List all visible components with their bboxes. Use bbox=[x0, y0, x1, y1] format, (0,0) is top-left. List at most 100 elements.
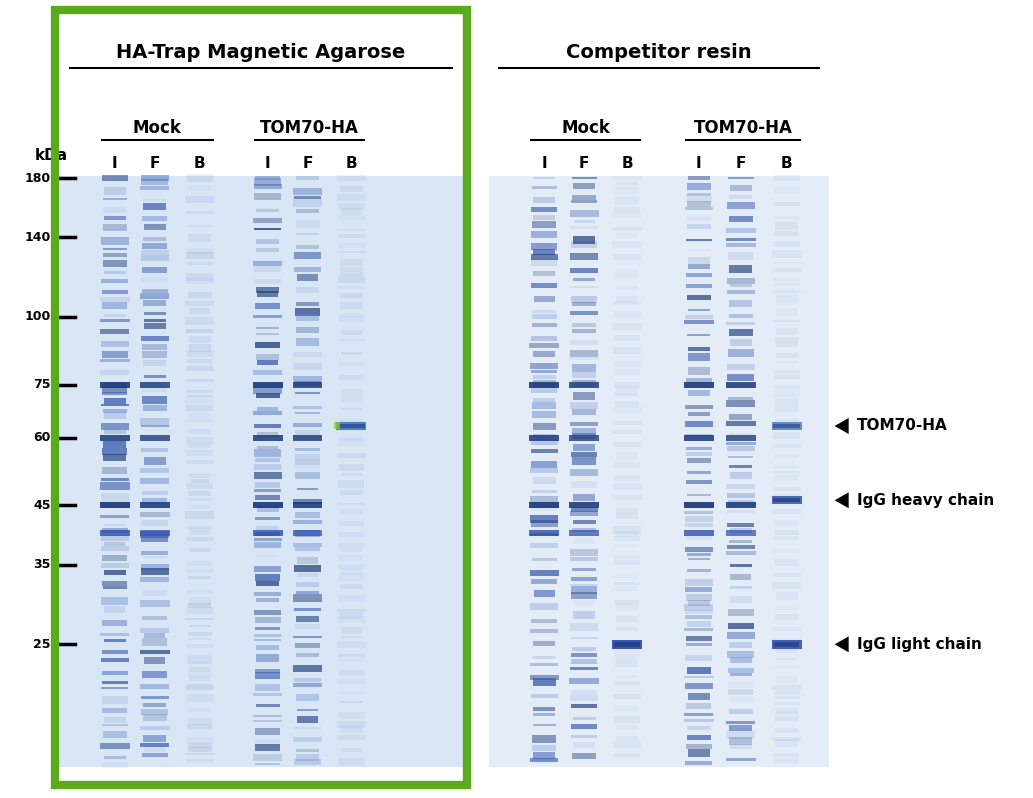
Bar bbox=[688, 389, 710, 397]
Bar bbox=[616, 706, 638, 711]
Bar bbox=[255, 176, 280, 180]
Bar bbox=[293, 200, 321, 207]
Bar bbox=[144, 703, 166, 706]
Bar bbox=[532, 314, 557, 319]
Bar bbox=[337, 692, 366, 694]
Bar bbox=[101, 658, 129, 662]
Bar bbox=[531, 258, 558, 266]
Bar bbox=[254, 178, 281, 186]
Bar bbox=[144, 236, 166, 242]
Bar bbox=[337, 610, 366, 612]
Bar bbox=[293, 543, 322, 547]
Bar bbox=[688, 558, 710, 559]
Bar bbox=[293, 363, 321, 370]
Bar bbox=[685, 523, 713, 527]
Bar bbox=[341, 394, 362, 402]
Bar bbox=[686, 636, 712, 641]
Bar bbox=[295, 233, 319, 235]
Bar bbox=[339, 564, 365, 569]
Bar bbox=[255, 740, 280, 745]
Bar bbox=[100, 744, 129, 749]
Bar bbox=[296, 693, 319, 701]
Bar bbox=[294, 472, 320, 479]
Bar bbox=[727, 545, 755, 549]
Text: I: I bbox=[696, 156, 701, 171]
Bar bbox=[254, 279, 281, 284]
Bar bbox=[144, 375, 165, 378]
Bar bbox=[100, 633, 129, 636]
Bar bbox=[532, 402, 557, 409]
Bar bbox=[617, 587, 637, 591]
Bar bbox=[255, 763, 280, 765]
Bar bbox=[727, 650, 754, 658]
Bar bbox=[687, 201, 711, 207]
Bar bbox=[140, 336, 168, 342]
Bar bbox=[254, 228, 281, 231]
Bar bbox=[571, 659, 597, 664]
Bar bbox=[142, 277, 168, 282]
Bar bbox=[532, 323, 557, 326]
Bar bbox=[255, 393, 280, 397]
Bar bbox=[685, 207, 713, 211]
Bar bbox=[729, 314, 753, 318]
Bar bbox=[569, 531, 599, 536]
Bar bbox=[187, 174, 213, 182]
Bar bbox=[103, 207, 126, 213]
Bar bbox=[187, 654, 212, 661]
Bar bbox=[102, 350, 128, 358]
Bar bbox=[533, 249, 556, 255]
Bar bbox=[775, 420, 799, 425]
Bar bbox=[729, 195, 752, 200]
Bar bbox=[189, 548, 211, 551]
Bar bbox=[294, 678, 321, 682]
Bar bbox=[144, 735, 166, 742]
Bar bbox=[729, 527, 752, 533]
Text: I: I bbox=[264, 156, 271, 171]
Bar bbox=[685, 682, 713, 689]
Bar bbox=[340, 555, 364, 561]
Bar bbox=[688, 600, 710, 606]
Bar bbox=[254, 265, 281, 272]
Bar bbox=[294, 565, 321, 572]
Bar bbox=[187, 561, 213, 566]
Bar bbox=[615, 642, 639, 647]
Bar bbox=[254, 184, 282, 188]
Bar bbox=[686, 535, 712, 540]
Bar bbox=[294, 759, 321, 764]
Bar bbox=[188, 742, 212, 748]
Bar bbox=[187, 263, 213, 264]
Bar bbox=[188, 292, 212, 298]
Bar bbox=[572, 742, 595, 748]
Bar bbox=[341, 748, 363, 752]
Bar bbox=[776, 342, 797, 347]
Bar bbox=[774, 216, 800, 219]
Bar bbox=[571, 734, 597, 738]
Bar bbox=[686, 744, 712, 749]
Bar bbox=[530, 603, 558, 610]
Bar bbox=[687, 735, 711, 740]
Bar bbox=[189, 344, 211, 352]
Bar bbox=[615, 666, 639, 667]
Bar bbox=[337, 641, 366, 648]
Bar bbox=[140, 478, 169, 484]
Bar bbox=[729, 265, 752, 273]
Bar bbox=[338, 503, 365, 505]
Bar bbox=[142, 709, 168, 715]
Bar bbox=[294, 464, 320, 468]
Bar bbox=[532, 310, 557, 313]
Bar bbox=[613, 496, 641, 500]
Bar bbox=[727, 279, 754, 284]
Bar bbox=[616, 393, 638, 396]
Bar bbox=[533, 752, 556, 759]
Bar bbox=[775, 559, 799, 566]
Bar bbox=[103, 314, 126, 317]
Bar bbox=[612, 640, 641, 649]
Bar bbox=[340, 302, 363, 310]
Bar bbox=[729, 472, 752, 480]
Bar bbox=[293, 381, 321, 386]
Bar bbox=[613, 430, 641, 433]
Bar bbox=[101, 528, 128, 533]
Bar bbox=[339, 658, 365, 662]
Bar bbox=[139, 503, 169, 508]
Bar bbox=[103, 198, 127, 200]
